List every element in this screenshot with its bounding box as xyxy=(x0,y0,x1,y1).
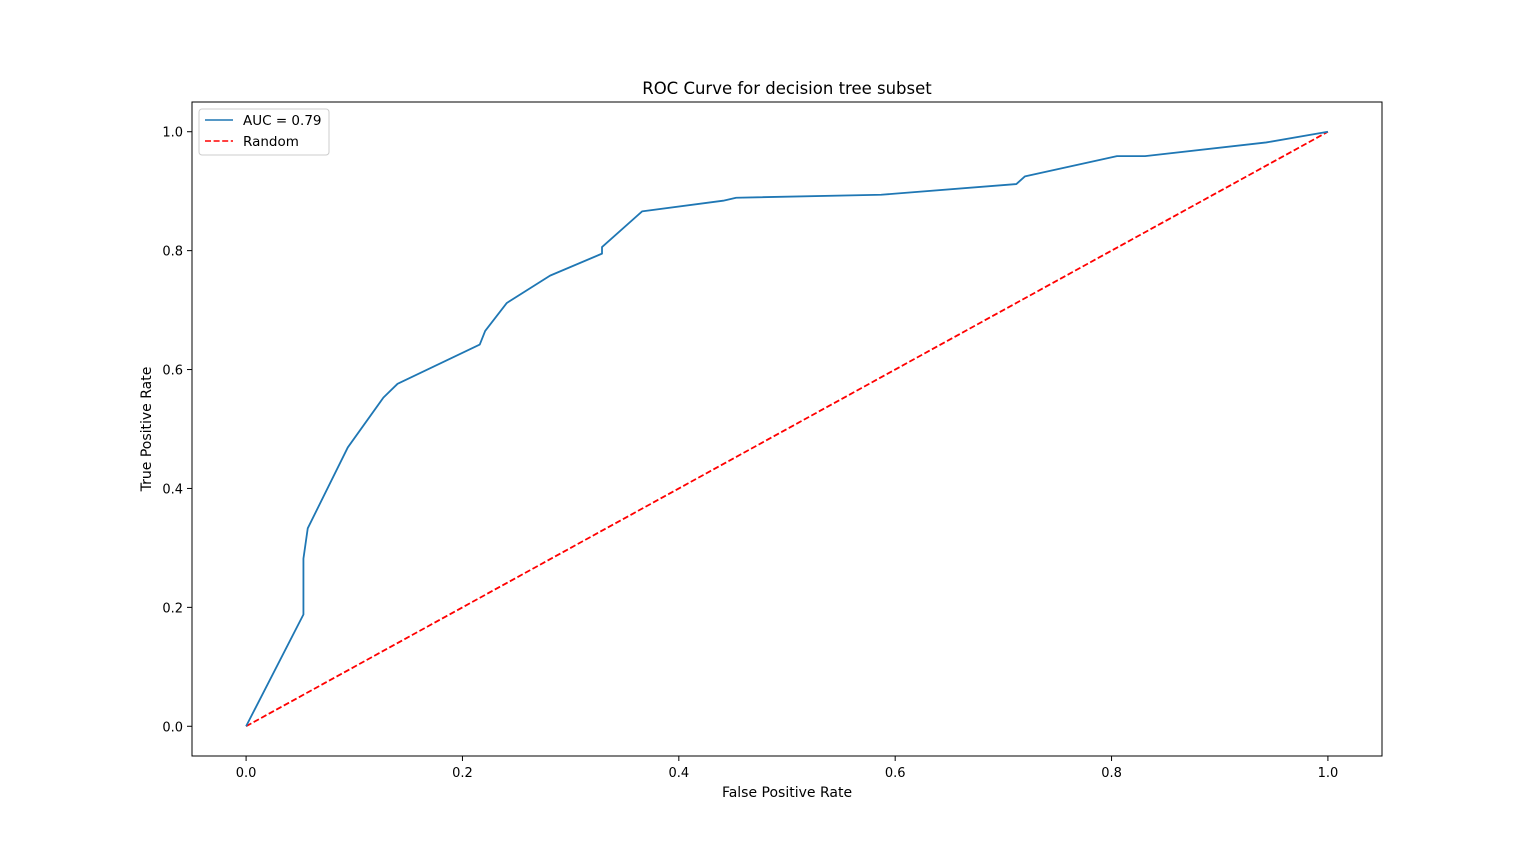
legend: AUC = 0.79 Random xyxy=(198,108,330,156)
x-tick-label: 1.0 xyxy=(1318,766,1339,781)
legend-label-auc: AUC = 0.79 xyxy=(243,113,322,129)
axes-frame xyxy=(191,101,1383,757)
plot-area xyxy=(245,130,1329,728)
x-tick-label: 0.2 xyxy=(452,766,473,781)
random-baseline-line xyxy=(245,130,1329,728)
y-axis-label: True Positive Rate xyxy=(139,367,155,493)
x-tick-label: 0.6 xyxy=(885,766,906,781)
x-axis: 0.0 0.2 0.4 0.6 0.8 1.0 xyxy=(236,756,1339,781)
y-tick-label: 1.0 xyxy=(162,126,183,141)
x-tick-label: 0.8 xyxy=(1101,766,1122,781)
x-tick-label: 0.0 xyxy=(236,766,257,781)
y-tick-label: 0.0 xyxy=(162,720,183,735)
legend-label-random: Random xyxy=(243,134,299,150)
y-tick-label: 0.6 xyxy=(162,364,183,379)
y-tick-label: 0.2 xyxy=(162,601,183,616)
roc-curve-line xyxy=(245,130,1329,727)
chart-title: ROC Curve for decision tree subset xyxy=(642,79,932,98)
y-tick-label: 0.8 xyxy=(162,245,183,260)
x-tick-label: 0.4 xyxy=(668,766,689,781)
y-axis: 0.0 0.2 0.4 0.6 0.8 1.0 xyxy=(162,126,192,735)
y-tick-label: 0.4 xyxy=(162,482,183,497)
x-axis-label: False Positive Rate xyxy=(722,785,852,801)
